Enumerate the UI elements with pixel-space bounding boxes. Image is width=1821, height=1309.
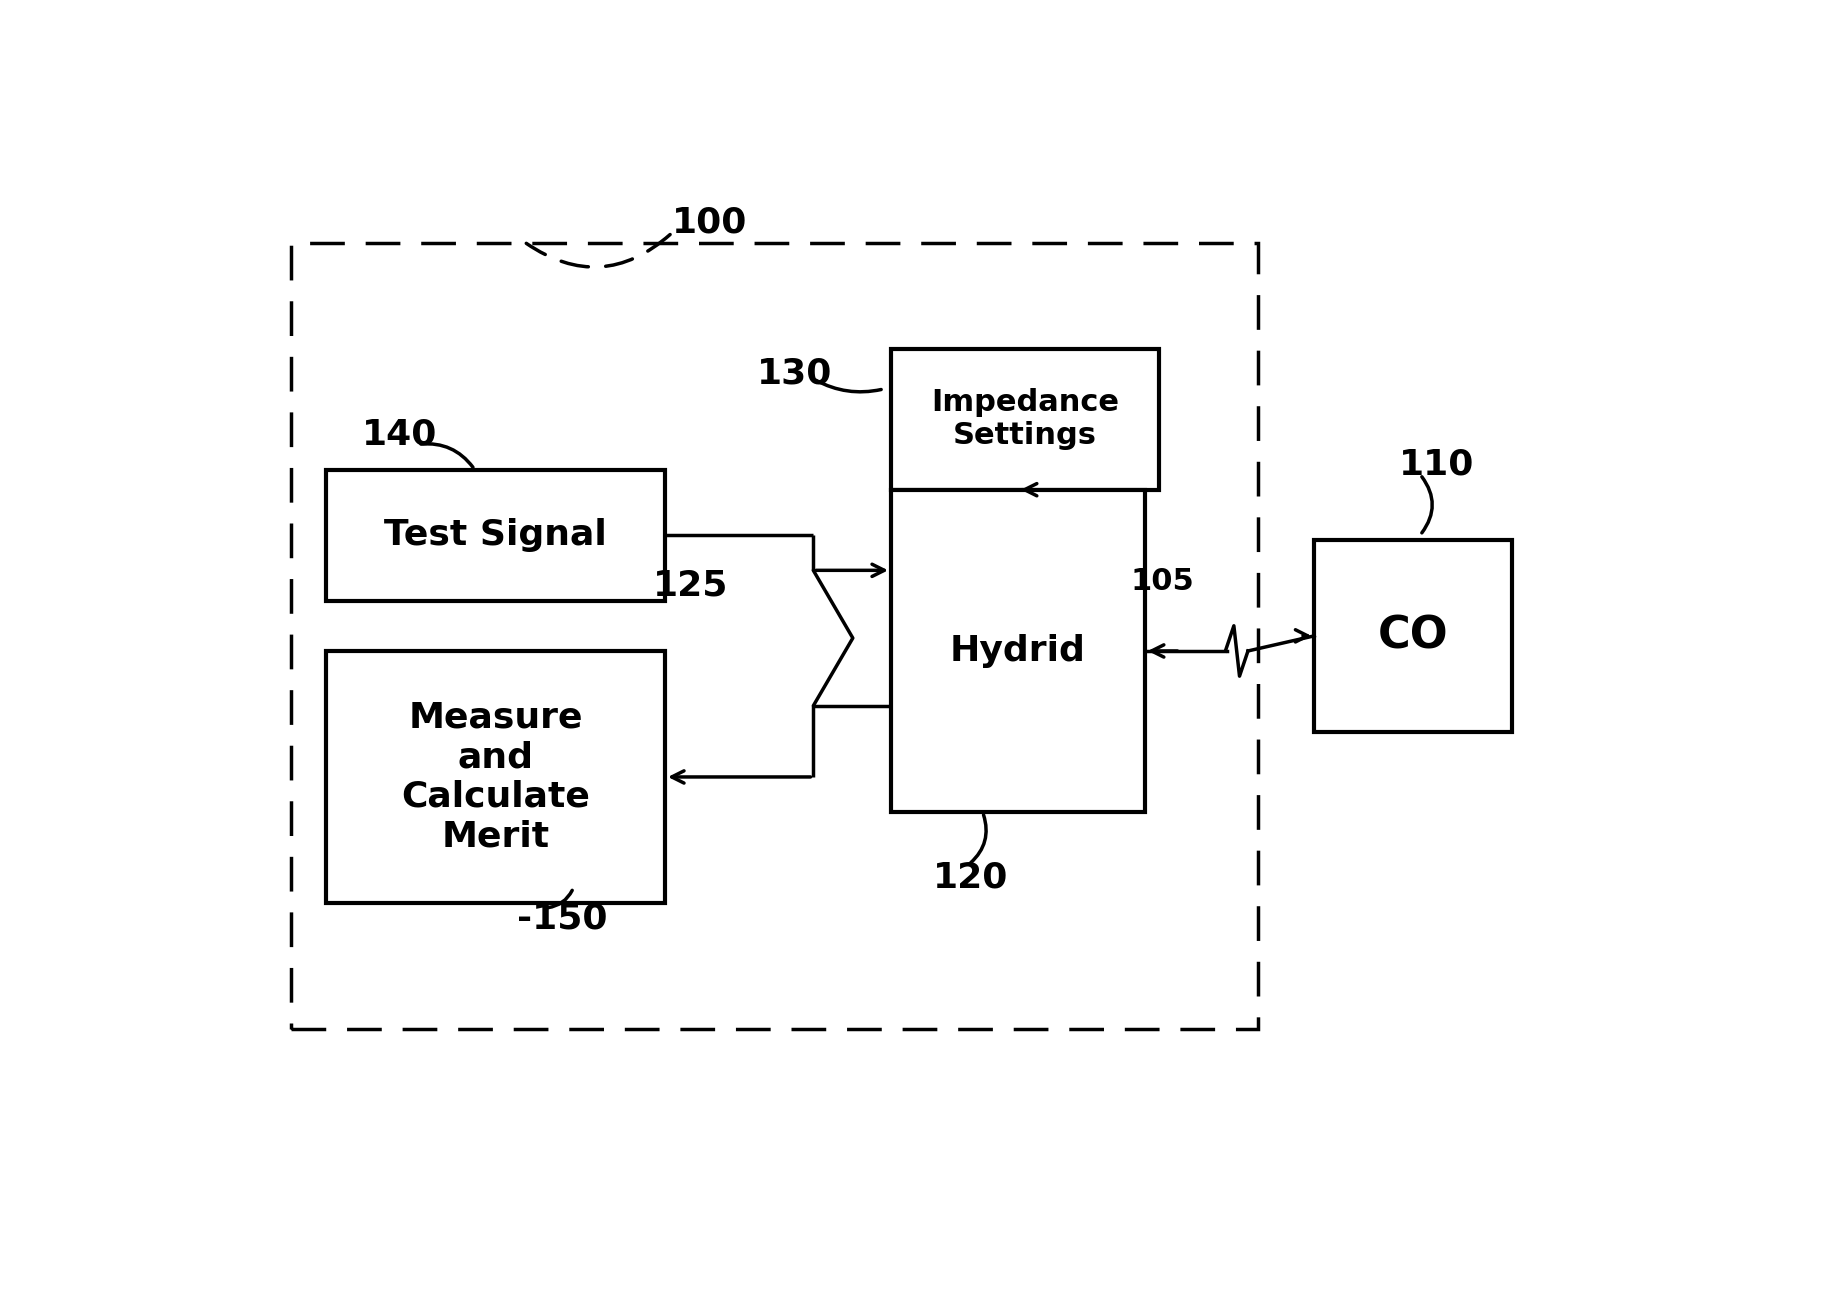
FancyArrowPatch shape xyxy=(548,890,572,907)
Text: 125: 125 xyxy=(654,568,728,602)
Bar xyxy=(890,490,1145,812)
Bar xyxy=(326,470,665,601)
FancyArrowPatch shape xyxy=(971,816,987,863)
Bar xyxy=(890,348,1158,490)
Text: 130: 130 xyxy=(758,357,832,391)
Text: Test Signal: Test Signal xyxy=(384,518,606,552)
Bar xyxy=(1315,541,1511,732)
FancyArrowPatch shape xyxy=(526,234,670,267)
Text: 105: 105 xyxy=(1131,567,1195,596)
Text: 110: 110 xyxy=(1399,448,1475,482)
FancyArrowPatch shape xyxy=(816,380,881,391)
Text: 140: 140 xyxy=(362,418,437,452)
Text: CO: CO xyxy=(1378,614,1448,657)
Text: -150: -150 xyxy=(517,901,608,935)
Text: Hydrid: Hydrid xyxy=(951,634,1085,668)
Text: Measure
and
Calculate
Merit: Measure and Calculate Merit xyxy=(401,700,590,853)
Bar xyxy=(326,651,665,903)
FancyArrowPatch shape xyxy=(1422,476,1433,533)
Text: Impedance
Settings: Impedance Settings xyxy=(931,387,1118,450)
FancyArrowPatch shape xyxy=(421,444,473,467)
Text: 100: 100 xyxy=(672,206,748,240)
Text: 120: 120 xyxy=(934,861,1009,895)
Bar xyxy=(291,242,1258,1029)
